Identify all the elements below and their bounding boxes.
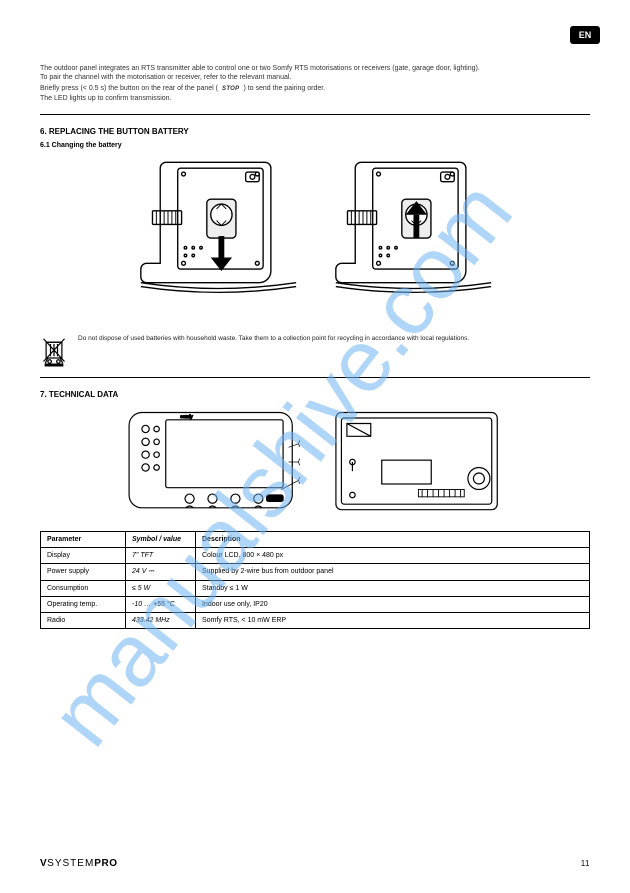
intro-line-4: The LED lights up to confirm transmissio… [40, 94, 590, 103]
battery-step-insert [330, 155, 495, 323]
intro-line-2: To pair the channel with the motorisatio… [40, 73, 590, 82]
divider [40, 377, 590, 378]
table-row: Power supply24 V ⎓Supplied by 2-wire bus… [41, 563, 590, 580]
table-header-row: Parameter Symbol / value Description [41, 531, 590, 547]
cell-sym: 433.42 MHz [126, 612, 196, 628]
cell-desc: Supplied by 2-wire bus from outdoor pane… [196, 563, 590, 580]
th-param: Parameter [41, 531, 126, 547]
th-sym: Symbol / value [126, 531, 196, 547]
section-6-title: 6. REPLACING THE BUTTON BATTERY [40, 127, 590, 136]
intro-line-1: The outdoor panel integrates an RTS tran… [40, 64, 590, 73]
cell-sym: ≤ 5 W [126, 580, 196, 596]
section-7-title: 7. TECHNICAL DATA [40, 390, 590, 399]
cell-param: Consumption [41, 580, 126, 596]
cell-sym: 7" TFT [126, 547, 196, 563]
tech-spec-table: Parameter Symbol / value Description Dis… [40, 531, 590, 629]
monitor-rear-figure [330, 407, 505, 517]
cell-desc: Standby ≤ 1 W [196, 580, 590, 596]
cell-desc: Indoor use only, IP20 [196, 596, 590, 612]
svg-text:somfy: somfy [180, 414, 193, 419]
table-row: Operating temp.-10 … +55 °CIndoor use on… [41, 596, 590, 612]
intro-text-block: The outdoor panel integrates an RTS tran… [40, 64, 590, 104]
cell-param: Radio [41, 612, 126, 628]
table-row: Consumption≤ 5 WStandby ≤ 1 W [41, 580, 590, 596]
tech-data-figures: somfy [40, 407, 590, 517]
cell-sym: 24 V ⎓ [126, 563, 196, 580]
brand-logo: VSYSTEMPRO [40, 858, 117, 869]
cell-sym: -10 … +55 °C [126, 596, 196, 612]
language-badge: EN [570, 26, 600, 44]
table-row: Display7" TFTColour LCD, 800 × 480 px [41, 547, 590, 563]
cell-param: Operating temp. [41, 596, 126, 612]
page-footer: VSYSTEMPRO 11 [40, 858, 590, 869]
th-desc: Description [196, 531, 590, 547]
section-6-1-sub: 6.1 Changing the battery [40, 142, 590, 149]
battery-illustration-row [40, 155, 590, 323]
weee-bin-icon [40, 335, 68, 367]
cell-desc: Colour LCD, 800 × 480 px [196, 547, 590, 563]
cell-desc: Somfy RTS, < 10 mW ERP [196, 612, 590, 628]
stop-icon-label: STOP [222, 85, 239, 93]
page-number: 11 [581, 859, 590, 868]
recycle-note: Do not dispose of used batteries with ho… [40, 335, 590, 367]
battery-step-remove [135, 155, 300, 323]
intro-line-3: Briefly press (< 0.5 s) the button on th… [40, 84, 590, 93]
cell-param: Power supply [41, 563, 126, 580]
cell-param: Display [41, 547, 126, 563]
monitor-front-figure: somfy [125, 407, 300, 517]
recycle-text: Do not dispose of used batteries with ho… [78, 335, 469, 344]
table-row: Radio433.42 MHzSomfy RTS, < 10 mW ERP [41, 612, 590, 628]
divider [40, 114, 590, 115]
